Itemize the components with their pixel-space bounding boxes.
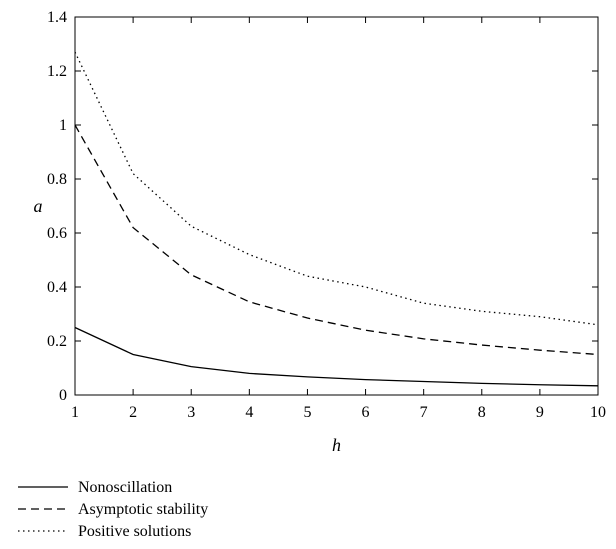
x-tick-label: 2 bbox=[129, 404, 137, 421]
series-line-nonoscillation bbox=[74, 326, 599, 387]
y-tick-label: 0.2 bbox=[47, 333, 67, 350]
x-tick-label: 1 bbox=[71, 404, 79, 421]
x-tick-label: 10 bbox=[590, 404, 606, 421]
series-line-asymptotic-stability bbox=[74, 124, 599, 356]
legend-entry: Asymptotic stability bbox=[78, 501, 208, 518]
x-tick-label: 6 bbox=[362, 404, 370, 421]
x-axis-label: h bbox=[332, 435, 341, 455]
series-layer bbox=[74, 51, 599, 387]
y-tick-label: 1.4 bbox=[47, 9, 67, 26]
y-axis-label: a bbox=[34, 196, 43, 216]
y-tick-label: 1.2 bbox=[47, 63, 67, 80]
x-tick-label: 9 bbox=[536, 404, 544, 421]
x-tick-label: 8 bbox=[478, 404, 486, 421]
plot-area bbox=[74, 16, 599, 396]
x-tick-label: 7 bbox=[420, 404, 428, 421]
y-tick-label: 1 bbox=[59, 117, 67, 134]
legend: Nonoscillation Asymptotic stability Positi… bbox=[18, 479, 208, 540]
y-tick-label: 0.8 bbox=[47, 171, 67, 188]
y-tick-label: 0.6 bbox=[47, 225, 67, 242]
x-axis: 1 2 3 4 5 6 7 8 9 10 bbox=[71, 17, 606, 421]
legend-entry: Nonoscillation bbox=[78, 479, 172, 496]
x-tick-label: 5 bbox=[303, 404, 311, 421]
series-line-positive-solutions bbox=[74, 51, 599, 326]
y-axis: 0 0.2 0.4 0.6 0.8 1 1.2 1.4 bbox=[47, 9, 598, 404]
legend-entry: Positive solutions bbox=[78, 523, 191, 540]
x-tick-label: 3 bbox=[187, 404, 195, 421]
y-tick-label: 0.4 bbox=[47, 279, 67, 296]
y-tick-label: 0 bbox=[59, 387, 67, 404]
x-tick-label: 4 bbox=[245, 404, 253, 421]
